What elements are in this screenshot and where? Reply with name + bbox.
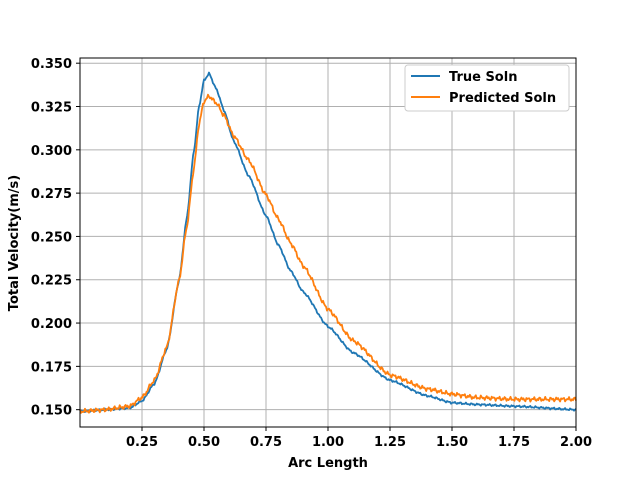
x-tick-label: 0.50 [188,435,220,450]
y-tick-label: 0.300 [31,144,72,159]
y-tick-label: 0.200 [31,317,72,332]
legend-label-true-soln: True Soln [449,70,517,85]
legend-label-predicted-soln: Predicted Soln [449,91,556,106]
y-tick-label: 0.350 [31,57,72,72]
y-tick-label: 0.150 [31,404,72,419]
legend: True Soln Predicted Soln [404,64,570,112]
y-axis-label: Total Velocity(m/s) [7,175,22,311]
x-tick-label: 2.00 [560,435,592,450]
x-tick-label: 0.75 [250,435,282,450]
series-line-predicted-soln [79,93,577,414]
x-tick-label: 1.00 [312,435,344,450]
y-tick-label: 0.175 [31,360,72,375]
x-axis-label: Arc Length [288,456,368,471]
y-tick-label: 0.225 [31,274,72,289]
legend-box [404,64,570,112]
series-layer [79,71,577,414]
y-tick-label: 0.275 [31,187,72,202]
x-tick-label: 1.75 [498,435,530,450]
x-tick-label: 0.25 [126,435,158,450]
y-tick-label: 0.250 [31,230,72,245]
ticks: 0.25 0.50 0.75 1.00 1.25 1.50 1.75 2.00 0.150 0.1… [31,57,592,450]
y-tick-label: 0.325 [31,101,72,116]
x-tick-label: 1.50 [436,435,468,450]
x-tick-label: 1.25 [374,435,406,450]
